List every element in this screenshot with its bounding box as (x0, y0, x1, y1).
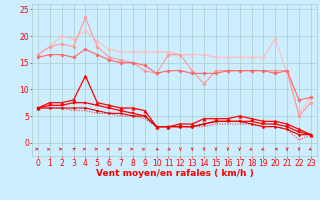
X-axis label: Vent moyen/en rafales ( km/h ): Vent moyen/en rafales ( km/h ) (96, 169, 253, 178)
